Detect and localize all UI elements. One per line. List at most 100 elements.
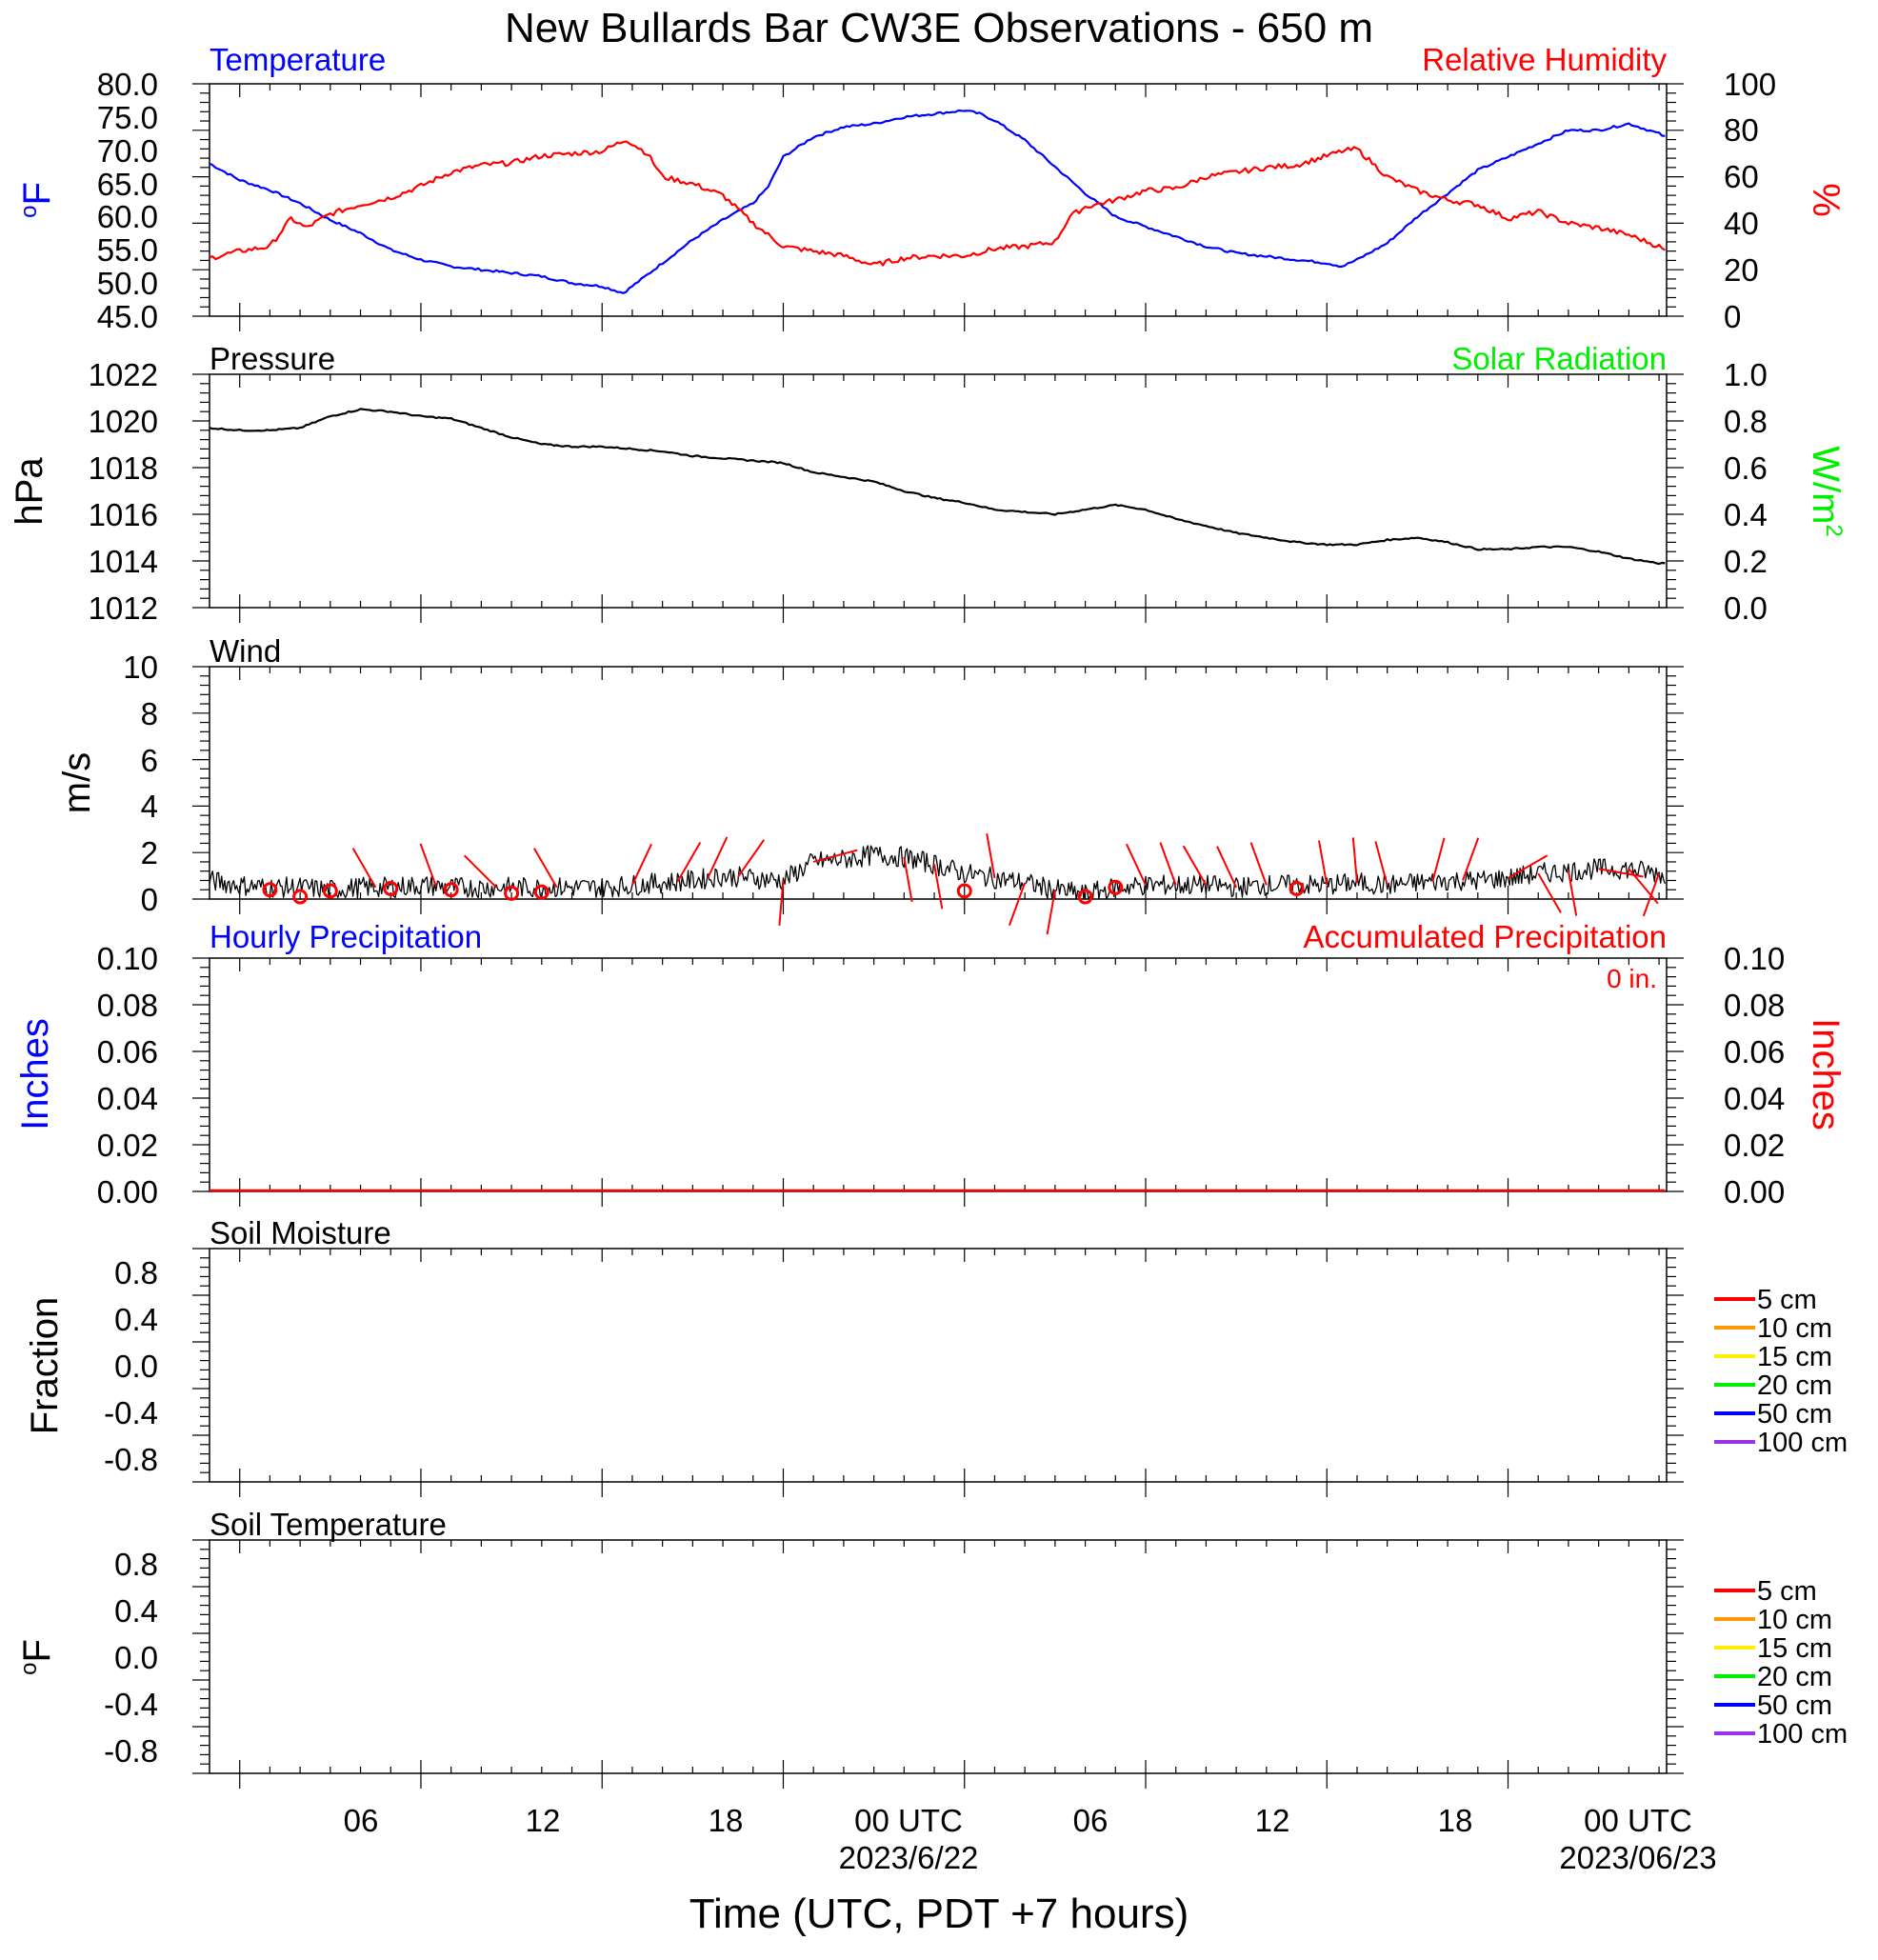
temperature-line bbox=[209, 109, 1666, 294]
ytick-label: 0.00 bbox=[97, 1174, 158, 1210]
panel-temperature-title: Temperature bbox=[210, 42, 386, 77]
ytick-label: 0.08 bbox=[1724, 988, 1785, 1023]
panel-soil-temperature-frame bbox=[209, 1539, 1668, 1774]
panel-temperature-plot bbox=[209, 109, 1666, 294]
legend-label: 10 cm bbox=[1757, 1313, 1832, 1344]
humidity-unit-label: % bbox=[1805, 183, 1847, 217]
wind-direction-stick bbox=[737, 839, 766, 878]
panel-soil-moisture-frame bbox=[209, 1248, 1668, 1483]
hourly-precip-ytick-labels: 0.10 0.08 0.06 0.04 0.02 0.00 bbox=[97, 941, 158, 1210]
wind-direction-stick bbox=[1567, 870, 1578, 916]
wind-direction-stick bbox=[351, 848, 377, 889]
wind-calm-marker bbox=[322, 883, 338, 899]
hourly-precip-unit-label: Inches bbox=[14, 1018, 56, 1130]
wind-direction-stick bbox=[1508, 854, 1548, 879]
x-tick-labels: 06 12 18 00 UTC 2023/6/22 06 12 18 00 UT… bbox=[344, 1803, 1717, 1875]
ytick-label: 80.0 bbox=[97, 67, 158, 102]
wind-direction-stick bbox=[812, 849, 858, 863]
ytick-label: 0 bbox=[1724, 299, 1741, 334]
xtick-label: 06 bbox=[344, 1803, 379, 1838]
ytick-label: 0.04 bbox=[1724, 1081, 1785, 1116]
wind-calm-marker bbox=[504, 885, 520, 901]
xtick-label: 12 bbox=[526, 1803, 561, 1838]
wind-direction-stick bbox=[707, 836, 729, 879]
wind-direction-stick bbox=[1351, 837, 1358, 884]
ytick-label: 1.0 bbox=[1724, 357, 1768, 392]
ytick-label: 8 bbox=[141, 696, 158, 731]
panel-temperature: Temperature Relative Humidity 80.0 75.0 … bbox=[16, 42, 1847, 334]
temperature-ytick-labels: 80.0 75.0 70.0 65.0 60.0 55.0 50.0 45.0 bbox=[97, 67, 158, 334]
ytick-label: 1022 bbox=[89, 357, 158, 392]
panel-temperature-frame bbox=[209, 83, 1668, 317]
ytick-label: 0.0 bbox=[1724, 590, 1768, 626]
wind-direction-stick bbox=[986, 833, 996, 879]
legend-label: 15 cm bbox=[1757, 1633, 1832, 1664]
wind-direction-stick bbox=[463, 854, 497, 889]
panel-pressure: Pressure Solar Radiation 1022 1020 1018 … bbox=[9, 341, 1847, 626]
x-axis-title: Time (UTC, PDT +7 hours) bbox=[689, 1890, 1189, 1937]
xtick-sublabel: 2023/6/22 bbox=[839, 1840, 979, 1875]
ytick-label: 1014 bbox=[89, 544, 158, 579]
legend-label: 5 cm bbox=[1757, 1576, 1817, 1607]
panel-soil-temperature-ticks bbox=[192, 1539, 1684, 1789]
wind-direction-stick bbox=[1216, 846, 1238, 889]
legend-label: 50 cm bbox=[1757, 1399, 1832, 1430]
chart-title: New Bullards Bar CW3E Observations - 650… bbox=[505, 5, 1373, 51]
wind-calm-marker bbox=[383, 881, 399, 897]
ytick-label: 0.10 bbox=[97, 941, 158, 976]
ytick-label: 0.0 bbox=[114, 1640, 158, 1675]
humidity-ytick-labels: 100 80 60 40 20 0 bbox=[1724, 67, 1776, 334]
legend-label: 20 cm bbox=[1757, 1370, 1832, 1401]
ytick-label: 0.02 bbox=[97, 1128, 158, 1163]
wind-ytick-labels: 10 8 6 4 2 0 bbox=[123, 650, 158, 917]
pressure-line bbox=[209, 408, 1666, 566]
xtick-label: 00 UTC bbox=[1584, 1803, 1692, 1838]
wind-direction-stick bbox=[419, 843, 437, 887]
panel-humidity-title: Relative Humidity bbox=[1422, 42, 1667, 77]
ytick-label: -0.4 bbox=[104, 1395, 158, 1430]
soil-moisture-unit-label: Fraction bbox=[24, 1297, 66, 1435]
pressure-ytick-labels: 1022 1020 1018 1016 1014 1012 bbox=[89, 357, 158, 626]
wind-calm-marker bbox=[956, 883, 972, 899]
wind-speed-line bbox=[209, 845, 1667, 900]
humidity-line bbox=[209, 140, 1666, 267]
panel-pressure-plot bbox=[209, 408, 1666, 566]
ytick-label: 1016 bbox=[89, 497, 158, 532]
wind-direction-stick bbox=[1318, 840, 1329, 886]
ytick-label: 0.4 bbox=[114, 1302, 158, 1337]
wind-calm-marker bbox=[1077, 889, 1093, 905]
ytick-label: 0.08 bbox=[97, 988, 158, 1023]
wind-direction-stick bbox=[1462, 837, 1480, 881]
ytick-label: 40 bbox=[1724, 206, 1759, 241]
ytick-label: 0.6 bbox=[1724, 450, 1768, 486]
ytick-label: 0.04 bbox=[97, 1081, 158, 1116]
panel-hourly-precip-title: Hourly Precipitation bbox=[210, 919, 482, 954]
wind-direction-stick bbox=[1125, 843, 1147, 886]
panel-precipitation-frame bbox=[209, 957, 1668, 1192]
wind-direction-stick bbox=[933, 864, 944, 910]
legend-label: 100 cm bbox=[1757, 1428, 1848, 1458]
wind-direction-stick bbox=[1008, 882, 1027, 926]
accum-precip-unit-label: Inches bbox=[1805, 1018, 1847, 1130]
ytick-label: 0.2 bbox=[1724, 544, 1768, 579]
ytick-label: -0.4 bbox=[104, 1687, 158, 1722]
ytick-label: 75.0 bbox=[97, 100, 158, 135]
wind-direction-stick bbox=[1598, 868, 1644, 878]
wind-direction-stick bbox=[533, 848, 558, 889]
wind-direction-stick bbox=[631, 843, 652, 886]
panel-accum-precip-title: Accumulated Precipitation bbox=[1303, 919, 1667, 954]
ytick-label: 10 bbox=[123, 650, 158, 685]
soil-temperature-unit-label: oF bbox=[16, 1639, 58, 1675]
panel-wind-title: Wind bbox=[210, 633, 281, 669]
ytick-label: 50.0 bbox=[97, 266, 158, 301]
xtick-sublabel: 2023/06/23 bbox=[1559, 1840, 1716, 1875]
wind-direction-stick bbox=[1628, 868, 1659, 905]
wind-calm-marker bbox=[1108, 879, 1124, 895]
ytick-label: 0.02 bbox=[1724, 1128, 1785, 1163]
panel-pressure-frame bbox=[209, 373, 1668, 609]
ytick-label: 0.4 bbox=[1724, 497, 1768, 532]
ytick-label: 0.10 bbox=[1724, 941, 1785, 976]
panel-soil-temperature-title: Soil Temperature bbox=[210, 1507, 447, 1542]
panel-temperature-ticks bbox=[192, 83, 1684, 331]
